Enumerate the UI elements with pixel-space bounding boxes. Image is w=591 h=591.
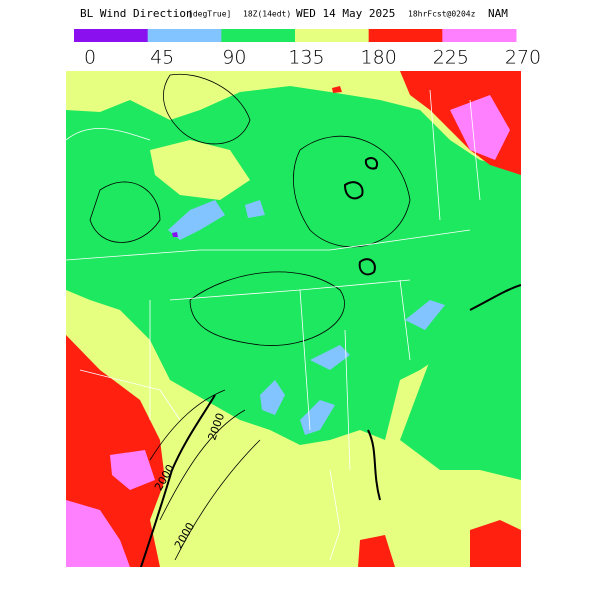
title-part: BL Wind Direction — [80, 7, 193, 20]
region — [400, 300, 521, 480]
title: BL Wind Direction [degTrue] 18Z(14edt) W… — [80, 7, 508, 20]
contours — [89, 73, 411, 561]
colorbar-segment — [147, 29, 222, 42]
colorbar-tick-label: 90 — [222, 47, 246, 69]
colorbar-tick-label: 225 — [433, 47, 469, 69]
colorbar-segment — [221, 29, 296, 42]
colorbar: 0 45 90 135 180 225 270 — [74, 29, 541, 69]
colorbar-segment — [74, 29, 149, 42]
region — [66, 450, 155, 567]
region — [168, 200, 445, 435]
region — [358, 520, 521, 567]
region — [332, 86, 342, 93]
title-part: WED 14 May 2025 — [296, 7, 395, 20]
map: 2000 2000 2000 — [66, 71, 521, 567]
title-part: [degTrue] — [188, 10, 231, 19]
region — [172, 232, 178, 237]
colorbar-tick-label: 0 — [84, 47, 96, 69]
colorbar-tick-label: 135 — [288, 47, 324, 69]
region — [450, 95, 510, 160]
title-part: 18Z(14edt) — [243, 10, 291, 19]
contours-bold — [139, 157, 521, 567]
colorbar-tick-label: 270 — [505, 47, 541, 69]
title-part: 18hrFcst@0204z — [408, 10, 476, 19]
region — [150, 140, 250, 200]
colorbar-segment — [368, 29, 443, 42]
colorbar-tick-label: 180 — [361, 47, 397, 69]
title-part: NAM — [488, 7, 508, 20]
colorbar-segment — [442, 29, 517, 42]
boundaries — [66, 89, 481, 561]
colorbar-tick-label: 45 — [150, 47, 174, 69]
colorbar-segment — [295, 29, 370, 42]
